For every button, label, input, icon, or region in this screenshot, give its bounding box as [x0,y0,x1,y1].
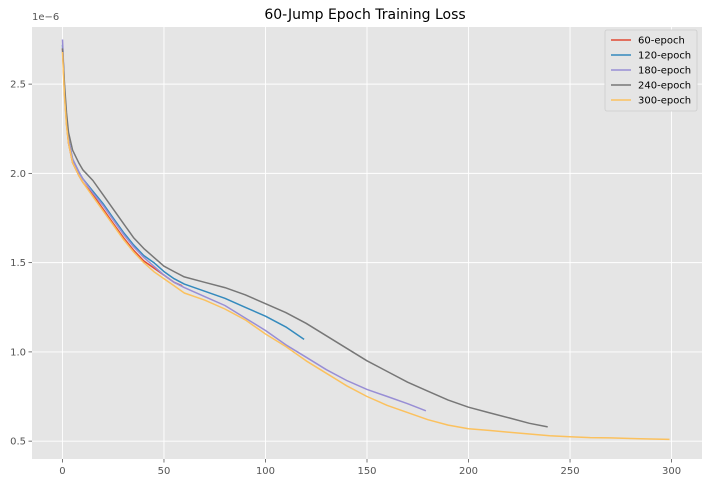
legend: 60-epoch 120-epoch 180-epoch 240-epoch 300-e… [604,29,698,112]
x-tick-label: 100 [256,466,275,477]
chart-title: 60-Jump Epoch Training Loss [264,7,465,23]
legend-label: 300-epoch [638,96,691,107]
legend-label: 60-epoch [638,36,685,47]
grid [32,27,702,459]
x-tick-label: 0 [59,466,65,477]
y-axis-ticks: 0.5 1.0 1.5 2.0 2.5 [10,80,32,448]
x-tick-label: 300 [662,466,681,477]
y-tick-label: 0.5 [10,437,26,448]
series-line-240-epoch [61,48,548,428]
x-tick-label: 250 [560,466,579,477]
x-tick-label: 150 [357,466,376,477]
x-axis-ticks: 0 50 100 150 200 250 300 [59,459,681,477]
y-tick-label: 2.5 [10,80,26,91]
y-tick-label: 2.0 [10,169,26,180]
y-axis-offset-label: 1e−6 [32,12,59,23]
y-tick-label: 1.5 [10,258,26,269]
x-tick-label: 50 [158,466,171,477]
series-line-300-epoch [61,51,670,441]
legend-label: 240-epoch [638,81,691,92]
legend-label: 120-epoch [638,51,691,62]
series-line-180-epoch [61,39,427,412]
legend-label: 180-epoch [638,66,691,77]
series-layer [61,39,670,441]
x-tick-label: 200 [459,466,478,477]
legend-box [604,29,698,112]
y-tick-label: 1.0 [10,347,26,358]
